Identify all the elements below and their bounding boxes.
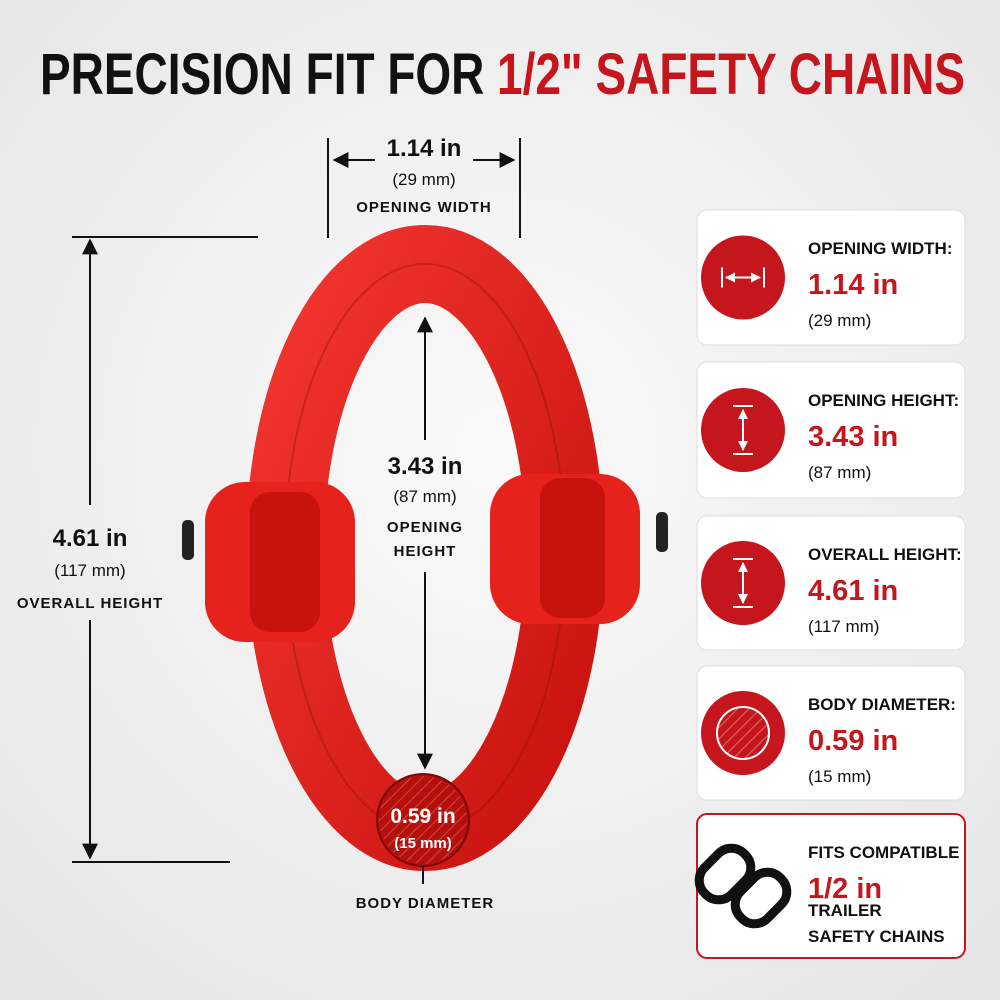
opening-width-dimension: 1.14 in (29 mm) OPENING WIDTH [327,135,521,238]
card-label: OPENING WIDTH: [808,239,953,258]
spec-card: OPENING HEIGHT: 3.43 in (87 mm) [696,361,966,499]
card-icon [701,388,785,472]
card-icon [701,691,785,775]
dimension-metric: (15 mm) [394,835,452,852]
dimension-metric: (29 mm) [392,170,455,189]
title-lead: PRECISION FIT FOR [40,42,484,107]
dimension-metric: (87 mm) [393,487,456,506]
icon-circle [716,706,770,760]
spec-card: OPENING WIDTH: 1.14 in (29 mm) [696,209,966,346]
body-diameter-dimension: 0.59 in (15 mm) BODY DIAMETER [356,773,495,912]
overall-height-dimension: 4.61 in (117 mm) OVERALL HEIGHT [17,236,258,863]
dimension-metric: (117 mm) [54,561,125,580]
card-value: 4.61 in [808,575,898,607]
rect [656,512,668,552]
card-line: TRAILER [808,901,882,920]
opening-height-dimension: 3.43 in (87 mm) OPENING HEIGHT [387,316,463,770]
icon-chain [730,867,792,929]
card-value: 1.14 in [808,269,898,301]
rect [250,492,320,632]
card-icon [701,541,785,625]
card-metric: (29 mm) [808,311,871,330]
card-icon [701,235,785,320]
card-metric: (15 mm) [808,767,871,786]
dimension-label: OVERALL HEIGHT [17,595,163,612]
card-label: BODY DIAMETER: [808,695,956,714]
card-label: FITS COMPATIBLE [808,843,959,862]
card-line: SAFETY CHAINS [808,927,945,946]
card-value: 3.43 in [808,421,898,453]
card-metric: (87 mm) [808,463,871,482]
spec-card: OVERALL HEIGHT: 4.61 in (117 mm) [696,515,966,651]
card-value: 1/2 in [808,873,882,905]
rect [182,520,194,560]
circle [379,776,467,864]
dimension-value: 1.14 in [387,135,462,162]
dimension-label: OPENING WIDTH [356,199,492,216]
dimension-value: 0.59 in [390,805,455,828]
card-metric: (117 mm) [808,617,879,636]
card-icon [694,843,792,929]
spec-cards: OPENING WIDTH: 1.14 in (29 mm) OPENING HEIG… [694,209,966,959]
card-value: 0.59 in [808,725,898,757]
dimension-value: 3.43 in [388,453,463,480]
card-label: OVERALL HEIGHT: [808,545,962,564]
title: PRECISION FIT FOR1/2" SAFETY CHAINS [40,42,965,107]
card-label: OPENING HEIGHT: [808,391,959,410]
dimension-label: BODY DIAMETER [356,895,495,912]
dimension-value: 4.61 in [53,525,128,552]
dimension-label: OPENING [387,519,463,536]
spec-card: BODY DIAMETER: 0.59 in (15 mm) [696,665,966,801]
title-highlight: 1/2" SAFETY CHAINS [497,42,965,107]
rect [540,478,605,618]
dimension-label: HEIGHT [394,543,457,560]
